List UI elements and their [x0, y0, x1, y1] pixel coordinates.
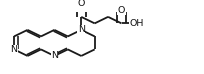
- Text: N: N: [78, 25, 85, 34]
- Text: O: O: [78, 0, 85, 8]
- Text: N: N: [11, 45, 18, 54]
- Text: O: O: [118, 6, 125, 15]
- Text: OH: OH: [130, 19, 144, 28]
- Text: N: N: [51, 51, 58, 60]
